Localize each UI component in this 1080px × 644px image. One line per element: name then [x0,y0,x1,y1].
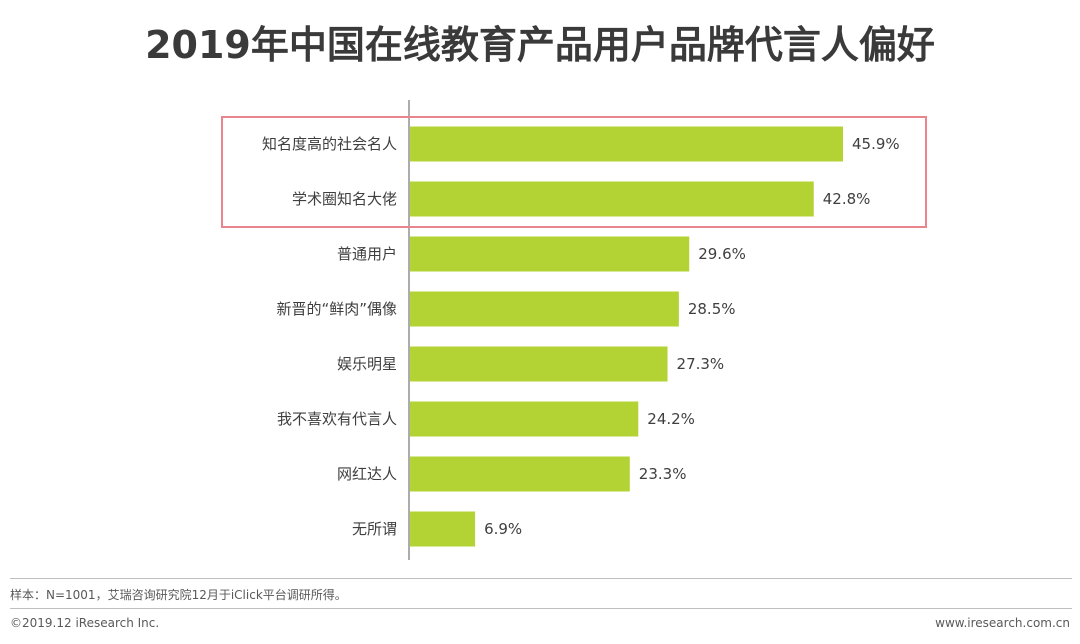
copyright-text: ©2019.12 iResearch Inc. [10,616,160,630]
bar-2 [410,181,814,217]
bar-3 [410,236,690,272]
bar-6 [410,401,639,437]
bar-7 [410,456,630,492]
value-label-5: 27.3% [677,355,725,373]
highlight-box [221,116,927,228]
bar-4 [410,291,679,327]
value-label-2: 42.8% [823,190,871,208]
bar-5 [410,346,668,382]
category-label-6: 我不喜欢有代言人 [277,410,397,428]
source-divider [10,578,1072,579]
value-label-4: 28.5% [688,300,736,318]
value-label-3: 29.6% [698,245,746,263]
bar-8 [410,511,476,547]
footer-divider [10,608,1072,609]
value-label-7: 23.3% [639,465,687,483]
category-label-2: 学术圈知名大佬 [292,190,397,208]
category-label-4: 新晋的“鲜肉”偶像 [276,300,397,318]
website-text: www.iresearch.com.cn [935,616,1070,630]
category-label-7: 网红达人 [337,465,397,483]
bar-1 [410,126,843,162]
category-label-3: 普通用户 [337,245,397,263]
category-label-5: 娱乐明星 [337,355,397,373]
value-label-8: 6.9% [484,520,522,538]
category-label-1: 知名度高的社会名人 [262,135,397,153]
chart-title: 2019年中国在线教育产品用户品牌代言人偏好 [145,23,935,67]
value-label-6: 24.2% [647,410,695,428]
source-note: 样本：N=1001，艾瑞咨询研究院12月于iClick平台调研所得。 [10,588,347,602]
category-label-8: 无所谓 [352,520,397,538]
value-label-1: 45.9% [852,135,900,153]
